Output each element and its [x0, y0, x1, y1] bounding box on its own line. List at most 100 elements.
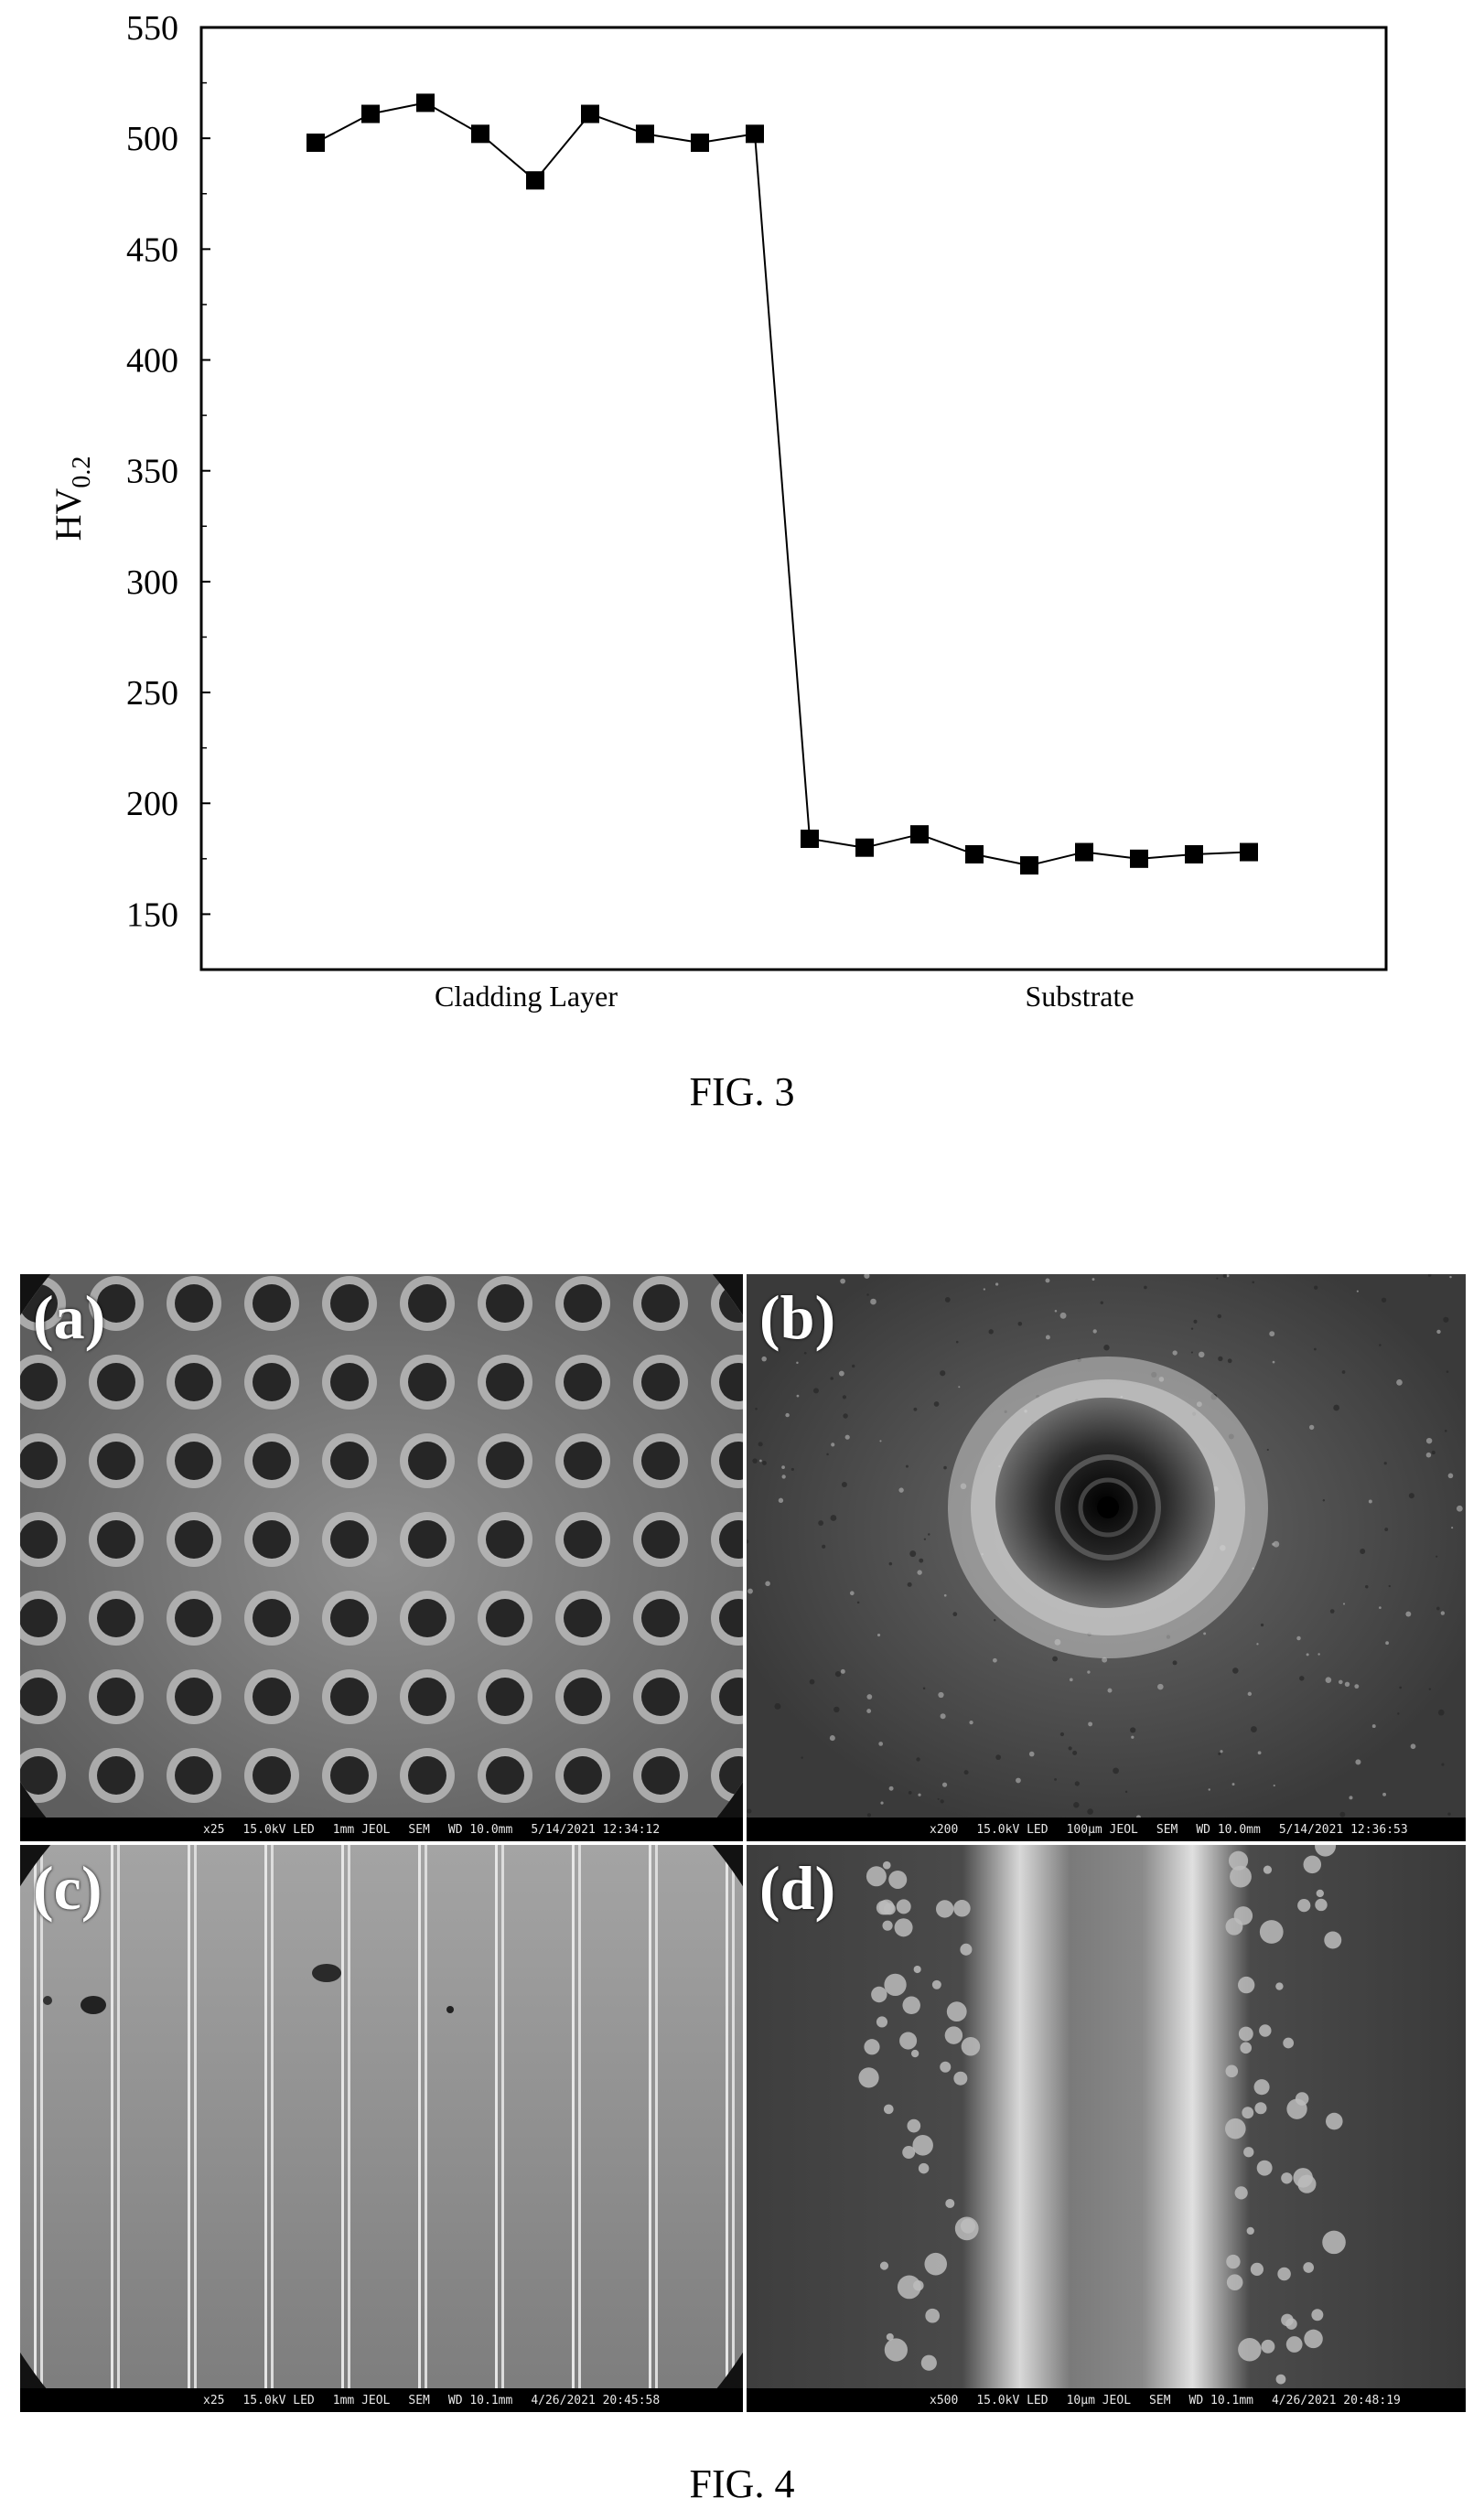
dimple-pit [719, 1442, 743, 1480]
surface-particle [1360, 1549, 1366, 1555]
sem-info-wd: WD 10.1mm [1188, 2393, 1253, 2407]
surface-particle [937, 1797, 940, 1800]
dimple-pit [175, 1363, 213, 1401]
groove-line [264, 1845, 267, 2412]
surface-particle [1017, 1321, 1023, 1326]
dimple-pit [97, 1599, 135, 1637]
surface-particle [1256, 1643, 1259, 1646]
spatter-droplet [1303, 1855, 1322, 1874]
spatter-droplet [876, 1900, 891, 1915]
spatter-droplet [953, 2071, 968, 2086]
surface-particle [1436, 1606, 1440, 1611]
spatter-droplet [907, 2118, 921, 2133]
dimple-pit [253, 1599, 291, 1637]
surface-particle [1408, 1493, 1414, 1499]
y-tick-label: 400 [126, 342, 178, 381]
surface-particle [1227, 1358, 1232, 1364]
sem-info-scale: 10μm JEOL [1066, 2393, 1132, 2407]
surface-particle [1368, 1499, 1372, 1504]
spatter-droplet [1233, 1906, 1253, 1925]
surface-particle [1231, 1783, 1235, 1786]
groove-line [188, 1845, 190, 2412]
dimple-pit [175, 1599, 213, 1637]
surface-particle [785, 1412, 790, 1418]
surface-particle [849, 1591, 855, 1596]
surface-particle [1425, 1437, 1433, 1444]
surface-particle [1088, 1721, 1093, 1727]
spatter-droplet [1234, 2186, 1248, 2200]
surface-particle [940, 1370, 946, 1377]
surface-particle [1385, 1641, 1389, 1646]
spatter-droplet [886, 2332, 894, 2341]
surface-particle [1107, 1688, 1113, 1693]
sem-info-magnification: x500 [930, 2393, 959, 2407]
dimple-pit [641, 1284, 680, 1323]
surface-particle [852, 1364, 855, 1368]
spatter-droplet [1304, 2329, 1323, 2349]
surface-particle [928, 1533, 930, 1536]
surface-particle [1322, 1499, 1326, 1502]
sem-panel-c: x25 15.0kV LED 1mm JEOL SEM WD 10.1mm 4/… [20, 1845, 743, 2412]
hardness-chart: 150 200 250 300 350 400 450 500 550 Cladding Lay… [48, 9, 1388, 1013]
surface-particle [747, 1539, 749, 1544]
surface-particle [843, 1413, 848, 1419]
surface-particle [909, 1550, 917, 1558]
dimple-pit [564, 1520, 602, 1559]
spatter-droplet [888, 1870, 908, 1889]
surface-particle [1456, 1505, 1463, 1512]
data-point-marker [416, 93, 435, 113]
surface-particle [917, 1570, 922, 1575]
plot-frame [199, 26, 1388, 971]
surface-particle [943, 1465, 947, 1470]
dimple-pit [719, 1756, 743, 1795]
surface-particle [1054, 1310, 1058, 1313]
dimple-pit [564, 1599, 602, 1637]
spatter-droplet [1311, 2309, 1324, 2322]
surface-particle [918, 1793, 921, 1796]
groove-line [501, 1845, 504, 2412]
dimple-pit [408, 1284, 446, 1323]
sem-info-magnification: x25 [203, 1822, 225, 1837]
data-point-marker [581, 104, 599, 123]
surface-particle [888, 1561, 893, 1566]
surface-particle [833, 1706, 840, 1713]
dimple-pit [719, 1678, 743, 1716]
surface-particle [761, 1356, 767, 1362]
surface-particle [1190, 1327, 1194, 1330]
spatter-droplet [879, 2261, 889, 2270]
dimple-pit [253, 1363, 291, 1401]
surface-particle [888, 1785, 894, 1791]
surface-particle [1405, 1611, 1412, 1617]
surface-particle [1157, 1683, 1164, 1690]
surface-particle [1440, 1611, 1446, 1615]
surface-particle [800, 1333, 803, 1336]
dimple-pit [97, 1442, 135, 1480]
panel-label-a: (a) [33, 1282, 106, 1352]
surface-particle [992, 1657, 997, 1663]
spatter-droplet [913, 1965, 921, 1974]
spatter-droplet [896, 1899, 911, 1914]
dimple-pit [330, 1599, 369, 1637]
spatter-droplet [1325, 2112, 1343, 2130]
surface-particle [1100, 1301, 1103, 1304]
surface-particle [1354, 1684, 1360, 1689]
surface-particle [1172, 1350, 1178, 1356]
surface-particle [944, 1296, 951, 1303]
surface-particle [826, 1453, 829, 1456]
dimple-pit [486, 1678, 524, 1716]
dimple-pit [486, 1520, 524, 1559]
groove-line [341, 1845, 344, 2412]
surface-particle [1073, 1802, 1080, 1808]
spatter-droplet [1286, 2098, 1307, 2119]
y-axis-label: HV0.2 [48, 456, 96, 542]
data-point-marker [1130, 849, 1148, 868]
groove-line [348, 1845, 350, 2412]
surface-particle [1333, 1404, 1339, 1411]
surface-particle [913, 1407, 918, 1411]
data-point-marker [526, 171, 544, 190]
spatter-droplet [884, 2338, 908, 2362]
sem-info-date: 5/14/2021 12:34:12 [531, 1822, 661, 1837]
dimple-pit [175, 1520, 213, 1559]
spatter-droplet [1226, 2274, 1243, 2290]
spatter-droplet [864, 2039, 880, 2055]
